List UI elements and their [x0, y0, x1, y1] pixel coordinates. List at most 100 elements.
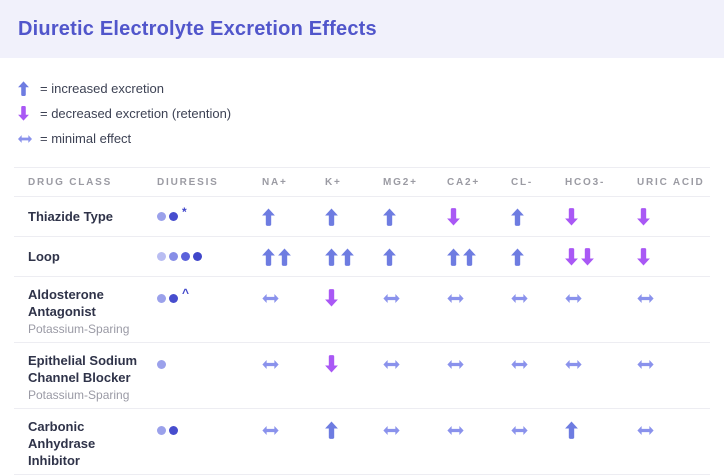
- column-header-mg2: MG2+: [383, 176, 418, 188]
- drug-class-cell: Thiazide Type: [14, 208, 157, 225]
- down-arrow-icon: [325, 289, 338, 307]
- minimal-effect-icon: [447, 359, 464, 369]
- down-arrow-icon: [447, 207, 460, 226]
- minimal-effect-icon: [511, 293, 528, 303]
- drug-class-name: Loop: [28, 249, 60, 264]
- drug-class-cell: Loop: [14, 248, 157, 265]
- diuresis-dot: [157, 359, 166, 369]
- up-arrow-icon: [325, 248, 338, 266]
- effect-cell-k: [325, 409, 383, 439]
- down-arrow-icon: [565, 247, 578, 266]
- minimal-effect-icon: [383, 293, 400, 303]
- minimal-effect-icon: [18, 134, 40, 143]
- up-arrow-icon: [341, 248, 354, 266]
- diuresis-dot: [169, 425, 178, 435]
- effect-cell-k: [325, 277, 383, 307]
- minimal-effect-icon: [383, 359, 400, 369]
- diuresis-dot: [169, 252, 178, 261]
- legend-label: = minimal effect: [40, 131, 132, 146]
- effect-cell-ca2: [447, 409, 511, 439]
- diuresis-cell: [157, 248, 262, 266]
- diuresis-dot: [157, 212, 166, 221]
- up-arrow-icon: [262, 208, 275, 226]
- column-header-uric-acid: URIC ACID: [637, 176, 705, 188]
- up-arrow-icon: [463, 248, 476, 266]
- table-row: Loop: [14, 237, 710, 277]
- minimal-effect-icon: [637, 425, 654, 435]
- effect-cell-hco3: [565, 207, 637, 226]
- diuresis-cell: ^: [157, 277, 262, 307]
- effect-cell-hco3: [565, 247, 637, 266]
- drug-class-name: Epithelial Sodium Channel Blocker: [28, 353, 138, 385]
- effect-cell-na: [262, 208, 325, 226]
- table-header-row: DRUG CLASS DIURESIS NA+ K+ MG2+ CA2+ CL- HCO3- U…: [14, 167, 710, 197]
- minimal-effect-icon: [511, 425, 528, 435]
- minimal-effect-icon: [637, 359, 654, 369]
- diuresis-dot: [193, 252, 202, 261]
- effect-cell-cl: [511, 277, 565, 307]
- drug-class-cell: Aldosterone Antagonist Potassium-Sparing: [14, 277, 157, 342]
- minimal-effect-icon: [262, 359, 279, 369]
- legend-item-minimal: = minimal effect: [18, 126, 706, 151]
- column-header-hco3: HCO3-: [565, 176, 606, 188]
- up-arrow-icon: [565, 421, 578, 439]
- effect-cell-hco3: [565, 343, 637, 373]
- down-arrow-icon: [581, 247, 594, 266]
- minimal-effect-icon: [447, 293, 464, 303]
- effect-cell-mg2: [383, 208, 447, 226]
- diuresis-dot: [157, 293, 166, 303]
- up-arrow-icon: [325, 208, 338, 226]
- effect-cell-uric-acid: [637, 247, 710, 266]
- column-header-cl: CL-: [511, 176, 534, 188]
- down-arrow-icon: [18, 106, 40, 121]
- legend-label: = decreased excretion (retention): [40, 106, 232, 121]
- effect-cell-na: [262, 343, 325, 373]
- column-header-diuresis: DIURESIS: [157, 176, 219, 188]
- diuresis-cell: [157, 409, 262, 439]
- table-row: Aldosterone Antagonist Potassium-Sparing ^: [14, 277, 710, 343]
- effect-cell-mg2: [383, 409, 447, 439]
- table-row: Thiazide Type *: [14, 197, 710, 237]
- down-arrow-icon: [565, 207, 578, 226]
- drug-class-name: Thiazide Type: [28, 209, 113, 224]
- table-body: Thiazide Type * Loop Aldosterone Antagonist…: [14, 197, 710, 475]
- minimal-effect-icon: [383, 425, 400, 435]
- column-header-ca2: CA2+: [447, 176, 481, 188]
- effect-cell-mg2: [383, 343, 447, 373]
- up-arrow-icon: [18, 81, 40, 96]
- up-arrow-icon: [262, 248, 275, 266]
- effect-cell-na: [262, 248, 325, 266]
- down-arrow-icon: [637, 247, 650, 266]
- legend-label: = increased excretion: [40, 81, 164, 96]
- drug-class-cell: Epithelial Sodium Channel Blocker Potassi…: [14, 343, 157, 408]
- diuresis-cell: [157, 343, 262, 373]
- effect-cell-uric-acid: [637, 277, 710, 307]
- minimal-effect-icon: [565, 359, 582, 369]
- drug-class-cell: Carbonic Anhydrase Inhibitor: [14, 409, 157, 474]
- minimal-effect-icon: [262, 293, 279, 303]
- up-arrow-icon: [383, 208, 396, 226]
- column-header-drug-class: DRUG CLASS: [28, 176, 113, 188]
- table-row: Epithelial Sodium Channel Blocker Potassi…: [14, 343, 710, 409]
- diuresis-dot: [181, 252, 190, 261]
- down-arrow-icon: [325, 355, 338, 373]
- column-header-na: NA+: [262, 176, 288, 188]
- effect-cell-ca2: [447, 248, 511, 266]
- legend-item-increased: = increased excretion: [18, 76, 706, 101]
- diuresis-dot: [157, 425, 166, 435]
- effect-cell-mg2: [383, 277, 447, 307]
- page-title: Diuretic Electrolyte Excretion Effects: [18, 17, 377, 40]
- effect-cell-na: [262, 409, 325, 439]
- effect-cell-uric-acid: [637, 343, 710, 373]
- drug-class-name: Carbonic Anhydrase Inhibitor: [28, 419, 96, 468]
- effect-cell-mg2: [383, 248, 447, 266]
- diuresis-footnote-marker: ^: [182, 286, 190, 300]
- column-header-k: K+: [325, 176, 342, 188]
- page-header: Diuretic Electrolyte Excretion Effects: [0, 0, 724, 58]
- effect-cell-k: [325, 208, 383, 226]
- up-arrow-icon: [278, 248, 291, 266]
- table-row: Carbonic Anhydrase Inhibitor: [14, 409, 710, 475]
- up-arrow-icon: [383, 248, 396, 266]
- diuresis-cell: *: [157, 205, 262, 226]
- effect-cell-hco3: [565, 409, 637, 439]
